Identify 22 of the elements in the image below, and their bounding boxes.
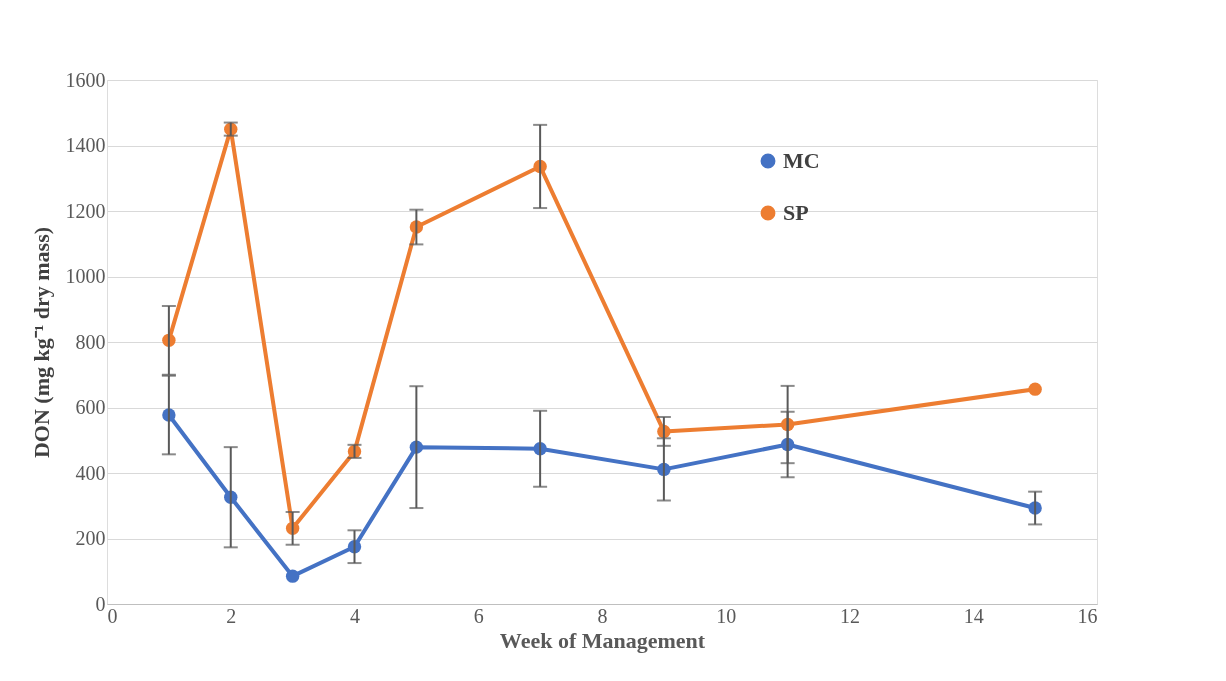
legend-label: SP <box>783 200 809 225</box>
y-tick-label: 200 <box>75 527 106 549</box>
y-axis-title: DON (mg kg⁻¹ dry mass) <box>28 226 54 459</box>
x-tick-label: 14 <box>963 604 984 627</box>
legend-label: MC <box>783 148 820 173</box>
x-tick-label: 10 <box>716 604 737 627</box>
y-tick-label: 1000 <box>65 265 106 287</box>
y-tick-label: 400 <box>75 461 106 484</box>
y-tick-label: 1400 <box>65 134 106 156</box>
x-tick-label: 8 <box>597 604 608 627</box>
y-tick-label: 1600 <box>65 68 106 91</box>
x-tick-label: 2 <box>226 604 237 627</box>
y-tick-label: 1200 <box>65 199 106 222</box>
point <box>285 569 300 583</box>
x-tick-label: 16 <box>1077 604 1098 627</box>
x-axis-title: Week of Management <box>499 627 706 653</box>
x-tick-label: 6 <box>473 604 484 627</box>
y-tick-label: 800 <box>75 330 106 353</box>
x-tick-label: 12 <box>840 604 860 627</box>
point <box>1028 382 1042 396</box>
y-tick-label: 600 <box>75 396 106 418</box>
x-tick-label: 4 <box>350 604 360 627</box>
